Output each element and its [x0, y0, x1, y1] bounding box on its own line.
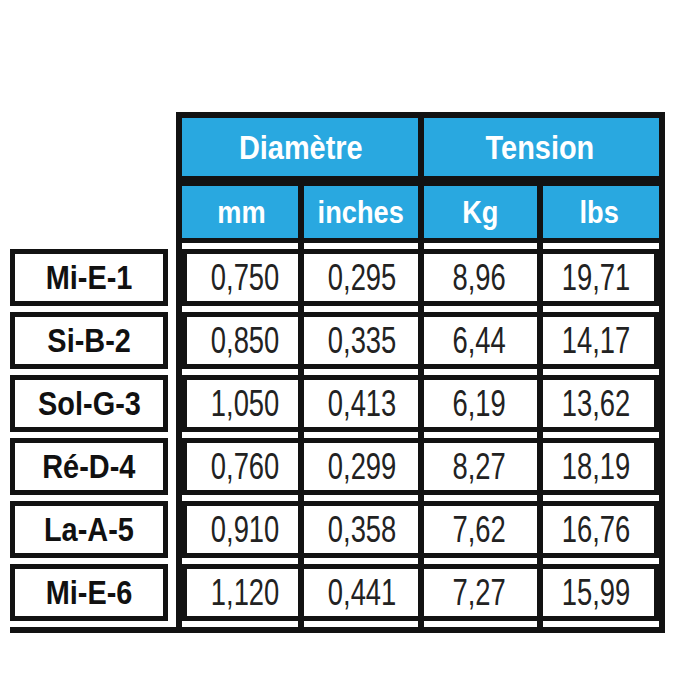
header-mm-text: mm: [217, 194, 265, 231]
cell-lbs: 14,17: [537, 317, 654, 364]
cell-mm: 0,910: [187, 506, 304, 553]
row-label-text: Mi-E-6: [46, 573, 133, 612]
cell-value: 7,27: [452, 572, 505, 614]
row-label-text: Sol-G-3: [38, 384, 141, 423]
row-label-sol-g-3: Sol-G-3: [10, 375, 168, 432]
cell-mm: 0,850: [187, 317, 304, 364]
row-label-re-d-4: Ré-D-4: [10, 438, 168, 495]
cell-kg: 7,62: [421, 506, 538, 553]
cell-inches: 0,413: [304, 380, 421, 427]
spec-table: Mi-E-1 Si-B-2 Sol-G-3 Ré-D-4 La-A-5 Mi-E…: [10, 112, 665, 633]
cell-value: 1,050: [211, 383, 279, 425]
cell-value: 0,413: [328, 383, 396, 425]
header-inches-text: inches: [318, 194, 404, 231]
cell-mm: 0,760: [187, 443, 304, 490]
cell-value: 8,96: [452, 257, 505, 299]
row-label-mi-e-1: Mi-E-1: [10, 249, 168, 306]
header-kg: Kg: [421, 186, 540, 238]
cell-mm: 0,750: [187, 254, 304, 301]
data-grid: Diamètre Tension mm inches Kg lbs 0,750 …: [176, 112, 665, 627]
vertical-divider: [418, 118, 424, 627]
cell-value: 1,120: [211, 572, 279, 614]
cell-value: 0,335: [328, 320, 396, 362]
cell-value: 18,19: [561, 446, 629, 488]
cell-value: 0,750: [211, 257, 279, 299]
cell-mm: 1,050: [187, 380, 304, 427]
cell-value: 0,760: [211, 446, 279, 488]
cell-value: 0,299: [328, 446, 396, 488]
cell-inches: 0,441: [304, 569, 421, 616]
vertical-divider: [298, 176, 304, 627]
row-label-text: Ré-D-4: [42, 447, 135, 486]
row-label-la-a-5: La-A-5: [10, 501, 168, 558]
cell-value: 8,27: [452, 446, 505, 488]
header-lbs: lbs: [540, 186, 659, 238]
row-label-column: Mi-E-1 Si-B-2 Sol-G-3 Ré-D-4 La-A-5 Mi-E…: [10, 249, 168, 627]
header-mm: mm: [182, 186, 301, 238]
cell-value: 14,17: [561, 320, 629, 362]
row-label-text: Si-B-2: [47, 321, 130, 360]
cell-kg: 8,27: [421, 443, 538, 490]
cell-inches: 0,295: [304, 254, 421, 301]
cell-value: 16,76: [561, 509, 629, 551]
cell-value: 13,62: [561, 383, 629, 425]
string-spec-table-image: Mi-E-1 Si-B-2 Sol-G-3 Ré-D-4 La-A-5 Mi-E…: [0, 0, 700, 700]
header-diametre: Diamètre: [182, 118, 421, 176]
header-kg-text: Kg: [462, 194, 498, 231]
cell-value: 7,62: [452, 509, 505, 551]
row-label-mi-e-6: Mi-E-6: [10, 564, 168, 621]
vertical-divider: [537, 176, 543, 627]
cell-value: 0,358: [328, 509, 396, 551]
row-label-text: Mi-E-1: [46, 258, 133, 297]
cell-inches: 0,335: [304, 317, 421, 364]
header-tension: Tension: [421, 118, 660, 176]
cell-kg: 6,19: [421, 380, 538, 427]
row-label-si-b-2: Si-B-2: [10, 312, 168, 369]
cell-lbs: 19,71: [537, 254, 654, 301]
cell-inches: 0,299: [304, 443, 421, 490]
cell-lbs: 13,62: [537, 380, 654, 427]
cell-value: 6,19: [452, 383, 505, 425]
cell-lbs: 16,76: [537, 506, 654, 553]
cell-lbs: 18,19: [537, 443, 654, 490]
cell-kg: 8,96: [421, 254, 538, 301]
cell-inches: 0,358: [304, 506, 421, 553]
cell-value: 6,44: [452, 320, 505, 362]
cell-mm: 1,120: [187, 569, 304, 616]
cell-lbs: 15,99: [537, 569, 654, 616]
cell-value: 0,850: [211, 320, 279, 362]
table-bottom-border: [10, 627, 665, 633]
cell-kg: 7,27: [421, 569, 538, 616]
cell-value: 19,71: [561, 257, 629, 299]
cell-value: 15,99: [561, 572, 629, 614]
cell-value: 0,441: [328, 572, 396, 614]
header-diametre-text: Diamètre: [239, 128, 363, 167]
cell-value: 0,910: [211, 509, 279, 551]
row-label-text: La-A-5: [44, 510, 134, 549]
header-inches: inches: [301, 186, 420, 238]
header-lbs-text: lbs: [580, 194, 619, 231]
cell-value: 0,295: [328, 257, 396, 299]
cell-kg: 6,44: [421, 317, 538, 364]
header-tension-text: Tension: [485, 128, 594, 167]
